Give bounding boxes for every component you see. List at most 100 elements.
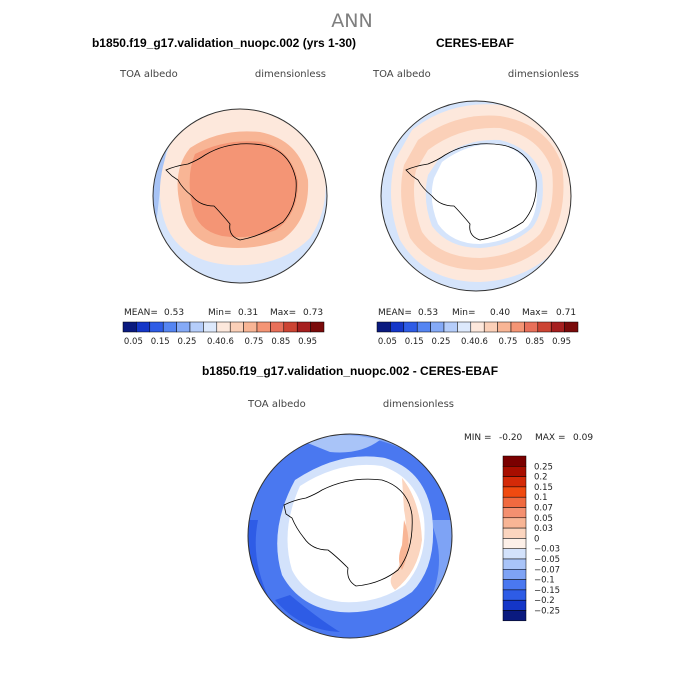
panel-2-colorbar-tick-label: 0.75 xyxy=(499,337,518,347)
panel-1-colorbar-swatch xyxy=(243,321,258,333)
diff-units: dimensionless xyxy=(383,399,454,410)
diff-map xyxy=(247,433,453,639)
panel-1-colorbar-tick-label: 0.25 xyxy=(178,337,197,347)
panel-1-min: 0.31 xyxy=(238,308,258,318)
panel-2-min: 0.40 xyxy=(490,308,510,318)
panel-2-units: dimensionless xyxy=(508,69,579,80)
panel-2-colorbar-swatch xyxy=(403,321,418,333)
panel-1-title: b1850.f19_g17.validation_nuopc.002 (yrs … xyxy=(92,36,356,50)
panel-2-colorbar-tick-label: 0.15 xyxy=(405,337,424,347)
diff-variable: TOA albedo xyxy=(247,399,306,410)
panel-1-mean-label: MEAN= xyxy=(124,308,158,318)
panel-1-colorbar-swatch xyxy=(136,321,151,333)
panel-2-colorbar-swatch xyxy=(524,321,539,333)
panel-1-map xyxy=(152,108,328,284)
panel-2-colorbar-swatch xyxy=(390,321,405,333)
diff-colorbar-tick-label: −0.1 xyxy=(534,576,555,586)
diff-colorbar-tick-label: 0.03 xyxy=(534,524,553,534)
diff-colorbar-swatch xyxy=(502,579,527,591)
panel-2-colorbar-swatch xyxy=(457,321,472,333)
diff-colorbar-swatch xyxy=(502,538,527,549)
diff-colorbar-swatch xyxy=(502,558,527,570)
panel-1-colorbar-tick-label: 0.6 xyxy=(220,337,234,347)
season-title: ANN xyxy=(331,10,372,32)
panel-1-min-label: Min= xyxy=(208,308,232,318)
panel-1-colorbar-swatch xyxy=(176,321,191,333)
diff-colorbar-tick-label: 0.07 xyxy=(534,504,553,514)
panel-1-colorbar-swatch xyxy=(203,321,218,333)
panel-2-colorbar-swatch xyxy=(416,321,431,333)
panel-1-colorbar-swatch xyxy=(283,321,298,333)
panel-2-max: 0.71 xyxy=(556,308,576,318)
diff-colorbar-tick-label: 0.25 xyxy=(534,462,553,472)
panel-2-min-label: Min= xyxy=(452,308,476,318)
panel-1-colorbar-swatch xyxy=(270,321,285,333)
diff-colorbar-tick-label: −0.05 xyxy=(534,555,560,565)
diff-colorbar-swatch xyxy=(502,466,527,477)
panel-1-colorbar-tick-label: 0.4 xyxy=(207,337,221,347)
diff-colorbar-tick-label: −0.2 xyxy=(534,596,555,606)
panel-1-max-label: Max= xyxy=(270,308,296,318)
diff-colorbar-tick-label: 0.1 xyxy=(534,493,548,503)
diff-max-label: MAX = xyxy=(535,433,566,443)
diff-colorbar-swatch xyxy=(502,455,527,467)
panel-1-max: 0.73 xyxy=(303,308,323,318)
diff-colorbar-swatch xyxy=(502,486,527,498)
diff-min: -0.20 xyxy=(499,433,523,443)
panel-2-colorbar-tick-label: 0.4 xyxy=(461,337,475,347)
diff-colorbar: 0.250.20.150.10.070.050.030−0.03−0.05 −0.… xyxy=(502,455,560,622)
panel-2-colorbar-swatch xyxy=(470,321,485,333)
panel-2-stats: MEAN= 0.53 Min= 0.40 Max= 0.71 xyxy=(378,308,576,318)
diff-colorbar-swatch xyxy=(502,548,527,560)
diff-colorbar-swatch xyxy=(502,496,527,508)
panel-1-mean: 0.53 xyxy=(164,308,184,318)
diff-colorbar-tick-label: 0 xyxy=(534,534,539,544)
panel-2-colorbar-tick-label: 0.6 xyxy=(474,337,488,347)
diff-colorbar-tick-label: −0.03 xyxy=(534,545,560,555)
panel-2-max-label: Max= xyxy=(522,308,548,318)
panel-2-variable: TOA albedo xyxy=(372,69,431,80)
panel-2-colorbar-swatch xyxy=(483,321,498,333)
panel-1-colorbar-swatch xyxy=(310,321,325,333)
panel-2-title: CERES-EBAF xyxy=(436,36,514,50)
diff-title: b1850.f19_g17.validation_nuopc.002 - CER… xyxy=(202,364,498,378)
panel-2-colorbar-swatch xyxy=(376,321,391,333)
diff-min-label: MIN = xyxy=(464,433,492,443)
diff-map-border xyxy=(247,433,453,639)
diff-colorbar-tick-label: 0.05 xyxy=(534,514,553,524)
diff-max: 0.09 xyxy=(573,433,593,443)
diff-colorbar-tick-label: −0.15 xyxy=(534,586,560,596)
panel-2-colorbar-tick-label: 0.95 xyxy=(552,337,571,347)
panel-1-stats: MEAN= 0.53 Min= 0.31 Max= 0.73 xyxy=(124,308,323,318)
panel-1-colorbar-swatch xyxy=(162,321,177,333)
diff-colorbar-tick-label: 0.15 xyxy=(534,483,553,493)
diff-colorbar-tick-label: −0.25 xyxy=(534,607,560,617)
panel-1-coastline xyxy=(165,143,297,241)
panel-1-colorbar-tick-label: 0.75 xyxy=(245,337,264,347)
diff-colorbar-swatch xyxy=(502,507,527,519)
panel-1-colorbar-swatch xyxy=(149,321,164,333)
panel-2-mean: 0.53 xyxy=(418,308,438,318)
panel-1-colorbar-swatch xyxy=(296,321,311,333)
panel-2-map-border xyxy=(380,100,572,292)
panel-1-map-border xyxy=(152,108,328,284)
panel-1-colorbar-swatch xyxy=(216,321,231,333)
panel-2-colorbar-swatch xyxy=(497,321,512,333)
diff-colorbar-swatch xyxy=(502,599,527,611)
panel-2-colorbar: 0.05 0.15 0.25 0.4 0.6 0.75 0.85 0.95 xyxy=(376,321,579,347)
panel-2-colorbar-swatch xyxy=(550,321,565,333)
panel-2-map xyxy=(380,100,572,292)
panel-2-coastline xyxy=(405,143,537,241)
diff-colorbar-swatch xyxy=(502,569,527,580)
panel-2-mean-label: MEAN= xyxy=(378,308,412,318)
panel-2-colorbar-swatch xyxy=(537,321,552,333)
panel-1-colorbar-tick-label: 0.95 xyxy=(298,337,317,347)
panel-1-colorbar-tick-label: 0.85 xyxy=(271,337,290,347)
panel-1-colorbar-swatch xyxy=(189,321,204,333)
panel-1-colorbar-tick-label: 0.05 xyxy=(124,337,143,347)
diff-colorbar-tick-label: 0.2 xyxy=(534,473,548,483)
diff-coastline xyxy=(283,478,413,587)
diff-colorbar-swatch xyxy=(502,527,527,539)
diff-colorbar-swatch xyxy=(502,610,527,622)
panel-2-colorbar-swatch xyxy=(510,321,525,333)
